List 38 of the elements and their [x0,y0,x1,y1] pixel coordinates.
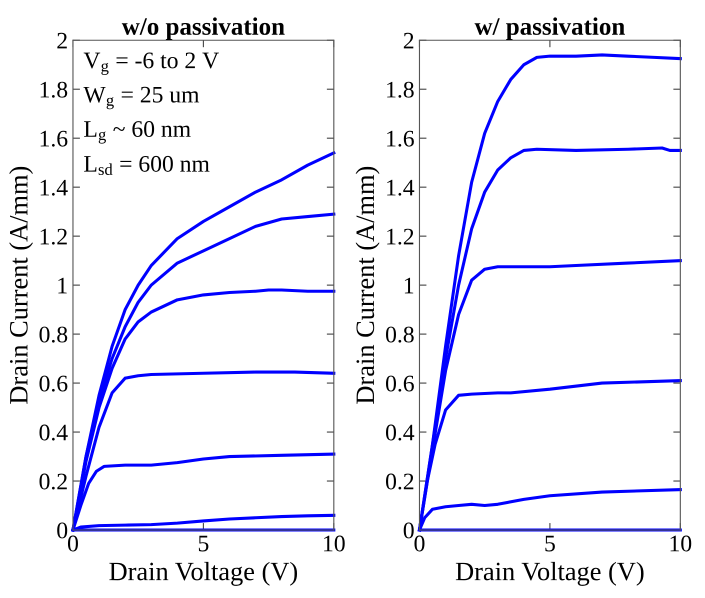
y-tick-label: 2 [57,32,67,48]
y-tick-label: 1 [404,278,414,294]
y-tick-label: 1.8 [387,82,414,98]
y-tick-label: 0.2 [386,474,414,490]
x-axis-title: Drain Voltage (V) [109,562,298,586]
y-tick-label: 0.6 [386,376,414,392]
y-tick-label: 2 [404,32,414,48]
y-tick-label: 0.8 [386,326,414,343]
annotation: W$_{g}$ = 25 um [83,86,200,110]
x-tick-label: 5 [198,536,208,552]
y-tick-label: 1.4 [387,180,414,196]
annotation: L$_{sd}$ = 600 nm [84,156,210,176]
y-tick-label: 1.8 [40,82,68,98]
y-axis-title: Drain Current (A/mm) [9,166,34,404]
x-tick-label: 10 [324,536,345,552]
x-tick-label: 0 [414,536,424,552]
y-tick-label: 1 [58,278,67,294]
x-tick-label: 10 [670,536,692,552]
y-tick-label: 1.6 [387,130,414,147]
y-tick-label: 0.4 [386,424,414,441]
x-tick-label: 5 [545,536,555,552]
y-tick-label: 0 [404,522,414,538]
annotation: V$_{g}$ = -6 to 2 V [84,52,219,75]
y-tick-label: 0.2 [39,474,67,490]
chart-title: w/ passivation [474,17,625,40]
y-tick-label: 0 [57,522,68,538]
y-tick-label: 0.4 [39,424,68,441]
y-tick-label: 0.8 [39,326,68,343]
annotation: L$_{g}$ ~ 60 nm [84,121,191,144]
y-axis-title: Drain Current (A/mm) [356,166,380,404]
y-tick-label: 1.2 [387,228,414,245]
x-axis-title: Drain Voltage (V) [456,562,644,586]
x-tick-label: 0 [68,536,78,552]
y-tick-label: 1.4 [40,180,68,196]
y-tick-label: 1.2 [40,228,67,245]
y-tick-label: 0.6 [39,376,68,392]
y-tick-label: 1.6 [40,130,68,147]
chart-title: w/o passivation [122,17,285,40]
